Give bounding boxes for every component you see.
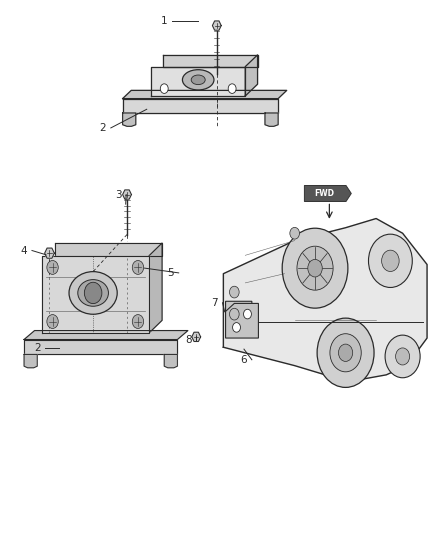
Polygon shape xyxy=(212,21,221,30)
Polygon shape xyxy=(123,113,136,126)
Polygon shape xyxy=(245,55,258,96)
Polygon shape xyxy=(123,91,287,99)
Polygon shape xyxy=(151,67,245,96)
Circle shape xyxy=(85,282,102,304)
Polygon shape xyxy=(163,55,258,67)
Ellipse shape xyxy=(191,75,205,85)
Polygon shape xyxy=(123,99,278,113)
Polygon shape xyxy=(192,332,201,342)
Text: 1: 1 xyxy=(161,17,168,26)
Polygon shape xyxy=(24,340,177,354)
Text: FWD: FWD xyxy=(314,189,334,198)
Circle shape xyxy=(160,84,168,93)
Polygon shape xyxy=(55,243,162,256)
Text: 2: 2 xyxy=(99,123,106,133)
Polygon shape xyxy=(42,256,149,333)
Circle shape xyxy=(330,334,361,372)
Circle shape xyxy=(132,314,144,328)
Circle shape xyxy=(228,84,236,93)
Polygon shape xyxy=(226,303,258,338)
Text: 4: 4 xyxy=(21,246,28,255)
Text: 8: 8 xyxy=(185,335,192,344)
Circle shape xyxy=(132,261,144,274)
Circle shape xyxy=(381,250,399,271)
Circle shape xyxy=(233,322,240,332)
Polygon shape xyxy=(223,219,427,381)
Circle shape xyxy=(308,260,322,277)
Circle shape xyxy=(317,318,374,387)
Ellipse shape xyxy=(69,272,117,314)
Polygon shape xyxy=(149,243,162,333)
Circle shape xyxy=(47,314,58,328)
Polygon shape xyxy=(24,354,37,368)
Circle shape xyxy=(368,234,412,287)
Text: 7: 7 xyxy=(211,298,218,308)
Polygon shape xyxy=(45,248,54,259)
Polygon shape xyxy=(226,301,252,328)
Polygon shape xyxy=(164,354,177,368)
Circle shape xyxy=(297,246,333,290)
Polygon shape xyxy=(265,113,278,126)
Circle shape xyxy=(244,309,251,319)
Polygon shape xyxy=(24,330,188,340)
Text: 6: 6 xyxy=(240,355,247,365)
Circle shape xyxy=(396,348,410,365)
Text: 3: 3 xyxy=(115,190,122,199)
Circle shape xyxy=(282,228,348,308)
Circle shape xyxy=(385,335,420,378)
Circle shape xyxy=(290,228,300,239)
Circle shape xyxy=(230,286,239,298)
Circle shape xyxy=(339,344,353,361)
Text: 2: 2 xyxy=(34,343,41,352)
Ellipse shape xyxy=(78,280,109,306)
Polygon shape xyxy=(304,185,351,201)
Circle shape xyxy=(47,261,58,274)
Ellipse shape xyxy=(182,70,214,90)
Polygon shape xyxy=(123,190,131,199)
Text: 5: 5 xyxy=(167,268,174,278)
Circle shape xyxy=(230,308,239,320)
